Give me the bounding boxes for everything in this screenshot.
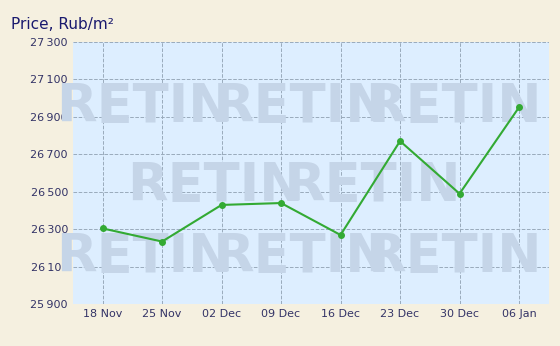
Text: RETIN: RETIN (213, 231, 390, 283)
Text: RETIN: RETIN (127, 160, 304, 212)
Text: RETIN: RETIN (365, 81, 542, 133)
Text: RETIN: RETIN (213, 81, 390, 133)
Text: RETIN: RETIN (284, 160, 461, 212)
Text: RETIN: RETIN (56, 81, 232, 133)
Text: RETIN: RETIN (365, 231, 542, 283)
Text: RETIN: RETIN (56, 231, 232, 283)
Text: Price, Rub/m²: Price, Rub/m² (11, 17, 114, 32)
